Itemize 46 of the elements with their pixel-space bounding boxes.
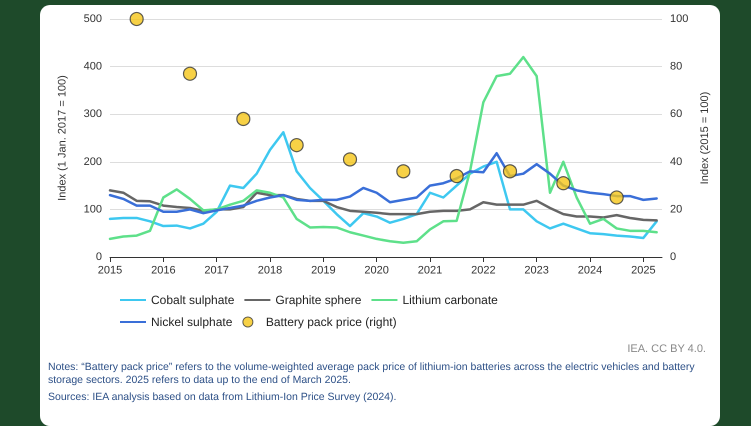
legend-label: Cobalt sulphate <box>151 293 235 307</box>
x-tick-label: 2021 <box>418 264 442 276</box>
point <box>556 176 570 190</box>
text: Notes: “Battery pack price” refers to the volume-weighted average pack price of lithium-ion batteries across the electric vehicles and battery storage sectors. 2025 refers to data up to the end of March 2025. <box>48 361 696 387</box>
point <box>450 168 464 184</box>
point <box>182 66 198 81</box>
point <box>502 164 518 178</box>
source-note: Sources: IEA analysis based on data from Lithium-Ion Price Survey (2024). <box>48 391 398 404</box>
legend-label: Graphite sphere <box>275 293 362 307</box>
x-tick-label: 2020 <box>364 264 389 276</box>
line-series <box>108 56 658 244</box>
x-tick-label: 2018 <box>258 264 282 276</box>
point <box>236 112 250 126</box>
legend-label: Battery pack price (right) <box>266 315 397 329</box>
point <box>342 152 358 167</box>
x-tick-label: 2022 <box>471 264 496 276</box>
x-tick-label: 2024 <box>578 264 602 276</box>
y2-tick-label: 100 <box>670 13 688 25</box>
x-tick-label: 2017 <box>204 264 229 276</box>
y-tick-label: 100 <box>84 203 102 216</box>
line-series <box>108 131 658 240</box>
line-series <box>108 152 658 214</box>
y2-axis-title: Index (2015 = 100) <box>698 92 711 184</box>
y-tick-label: 200 <box>84 156 102 168</box>
point <box>130 12 144 26</box>
x-tick-label: 2025 <box>631 264 656 276</box>
x-tick-label: 2019 <box>311 264 336 276</box>
legend-label: Lithium carbonate <box>402 293 498 307</box>
y2-tick-label: 20 <box>670 203 682 216</box>
y-tick-label: 400 <box>84 60 102 73</box>
y-tick-label: 300 <box>84 108 102 120</box>
point <box>290 138 304 152</box>
y2-tick-label: 0 <box>670 251 676 263</box>
y2-tick-label: 80 <box>670 60 682 73</box>
text: IEA. CC BY 4.0. <box>627 343 706 355</box>
y-tick-label: 0 <box>96 251 102 263</box>
legend-label: Nickel sulphate <box>151 315 233 329</box>
x-tick-label: 2023 <box>524 264 549 276</box>
point <box>396 164 410 178</box>
y2-tick-label: 40 <box>670 156 682 168</box>
y2-tick-label: 60 <box>670 108 682 120</box>
y-tick-label: 500 <box>84 13 102 25</box>
y-axis-title: Index (1 Jan. 2017 = 100) <box>56 75 68 201</box>
point <box>610 190 624 205</box>
x-tick-label: 2016 <box>151 264 176 276</box>
x-tick-label: 2015 <box>98 264 122 276</box>
